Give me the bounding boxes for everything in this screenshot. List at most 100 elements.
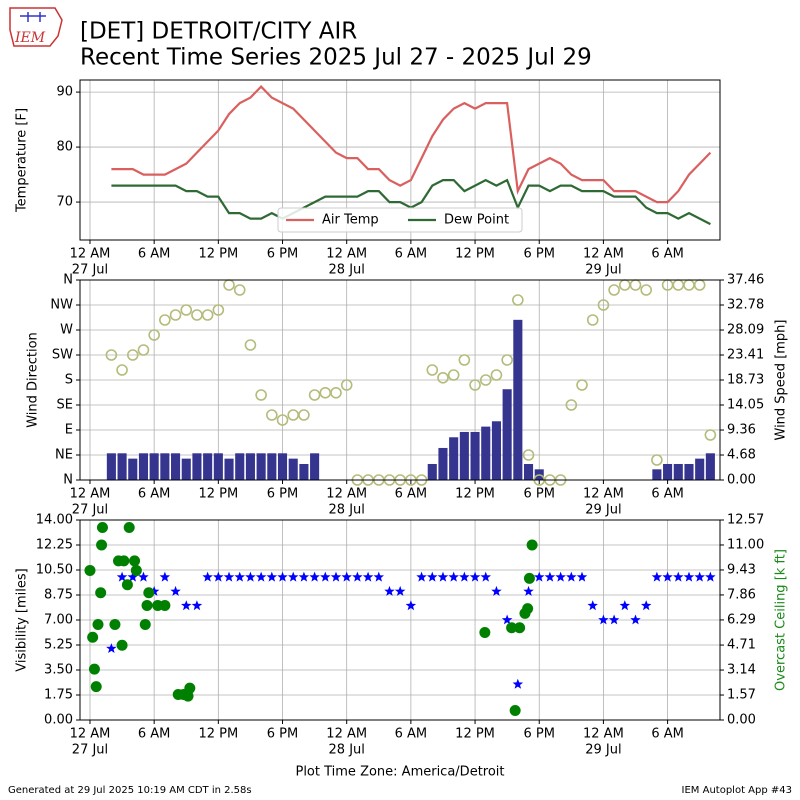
y-tick-label: 7.00: [44, 613, 73, 628]
circle-point: [469, 379, 481, 391]
dot-point: [479, 626, 491, 638]
bar: [171, 453, 181, 480]
bar: [652, 469, 662, 480]
bar: [128, 458, 138, 480]
x-tick-label: 6 AM: [395, 487, 428, 502]
y-axis-label: Temperature [F]: [15, 108, 30, 213]
y2-tick-label: 37.46: [727, 273, 764, 288]
circle-point: [148, 329, 160, 341]
bar: [149, 453, 159, 480]
x-tick-label: 12 PM: [455, 727, 495, 742]
circle-point: [319, 386, 332, 399]
star-point: [459, 571, 470, 582]
y-tick-label: 3.50: [44, 663, 73, 678]
circle-point: [201, 309, 214, 321]
y2-tick-label: 7.86: [727, 587, 756, 602]
y-tick-label: 5.25: [44, 638, 73, 653]
y-axis-label: Wind Direction: [26, 332, 41, 428]
x-tick-label: 6 PM: [523, 487, 554, 502]
circle-point: [330, 386, 342, 399]
y2-tick-label: 0.00: [727, 473, 756, 488]
y-tick-label: 14.00: [36, 513, 73, 528]
circle-point: [522, 449, 535, 461]
x-axis-label: Plot Time Zone: America/Detroit: [295, 765, 504, 780]
y-tick-label: W: [60, 323, 73, 338]
circle-point: [608, 284, 620, 296]
bar: [245, 453, 255, 480]
x-tick-label: 12 AM: [326, 487, 367, 502]
star-point: [405, 600, 417, 611]
line-series: [111, 85, 712, 204]
circle-point: [233, 284, 246, 296]
star-point: [309, 571, 320, 582]
x-tick-label: 12 AM: [326, 727, 367, 742]
dot-point: [184, 682, 196, 694]
bar: [695, 458, 705, 480]
star-point: [523, 585, 534, 596]
circle-point: [693, 279, 706, 291]
star-point: [213, 571, 224, 582]
circle-point: [683, 279, 695, 291]
y-tick-label: 10.50: [36, 563, 73, 578]
dot-point: [143, 587, 155, 599]
y-tick-label: 80: [56, 140, 73, 155]
star-point: [373, 571, 384, 582]
x-tick-label: 6 AM: [651, 247, 684, 262]
x-tick-label: 6 AM: [138, 247, 171, 262]
bar: [213, 453, 223, 480]
y2-tick-label: 23.41: [727, 348, 764, 363]
bar: [267, 453, 277, 480]
circle-point: [501, 354, 513, 366]
star-point: [427, 571, 438, 582]
y-axis-label: Visibility [miles]: [15, 568, 30, 671]
circle-point: [704, 429, 717, 441]
x-tick-label: 12 AM: [583, 247, 624, 262]
x-tick-label: 12 PM: [198, 727, 238, 742]
star-point: [512, 678, 524, 689]
y2-tick-label: 3.14: [727, 663, 756, 678]
circle-point: [105, 349, 118, 361]
bar: [523, 463, 534, 480]
star-point: [298, 571, 310, 582]
y2-tick-label: 0.00: [727, 713, 756, 728]
y-tick-label: SW: [52, 348, 73, 363]
x-date-label: 29 Jul: [585, 263, 621, 278]
y-tick-label: S: [65, 373, 73, 388]
circle-point: [137, 344, 150, 356]
star-point: [159, 571, 171, 582]
star-point: [245, 571, 256, 582]
star-point: [106, 643, 117, 653]
x-tick-label: 6 PM: [523, 727, 554, 742]
star-point: [598, 614, 609, 625]
bar: [138, 453, 149, 480]
y2-tick-label: 6.29: [727, 612, 756, 627]
x-tick-label: 12 AM: [70, 247, 111, 262]
x-tick-label: 6 AM: [651, 727, 684, 742]
circle-point: [223, 279, 235, 291]
dot-point: [92, 619, 104, 631]
star-point: [148, 585, 160, 596]
star-point: [138, 571, 149, 582]
dot-point: [95, 587, 107, 599]
x-date-label: 27 Jul: [72, 503, 108, 518]
circle-point: [672, 279, 685, 291]
y2-tick-label: 9.43: [727, 562, 756, 577]
star-point: [277, 571, 288, 582]
title: [DET] DETROIT/CITY AIR: [80, 19, 357, 45]
plot-frame: [79, 79, 721, 241]
star-point: [191, 600, 203, 611]
y-tick-label: 70: [56, 195, 73, 210]
circle-point: [191, 309, 203, 321]
star-point: [544, 571, 556, 582]
dot-point: [87, 631, 99, 643]
circle-point: [576, 379, 588, 391]
star-point: [127, 571, 138, 582]
y2-tick-label: 18.73: [727, 373, 764, 388]
bar: [181, 458, 191, 480]
bar: [673, 463, 683, 480]
star-point: [320, 571, 331, 582]
star-point: [491, 585, 502, 596]
star-point: [255, 571, 267, 582]
y2-tick-label: 1.57: [727, 688, 756, 703]
